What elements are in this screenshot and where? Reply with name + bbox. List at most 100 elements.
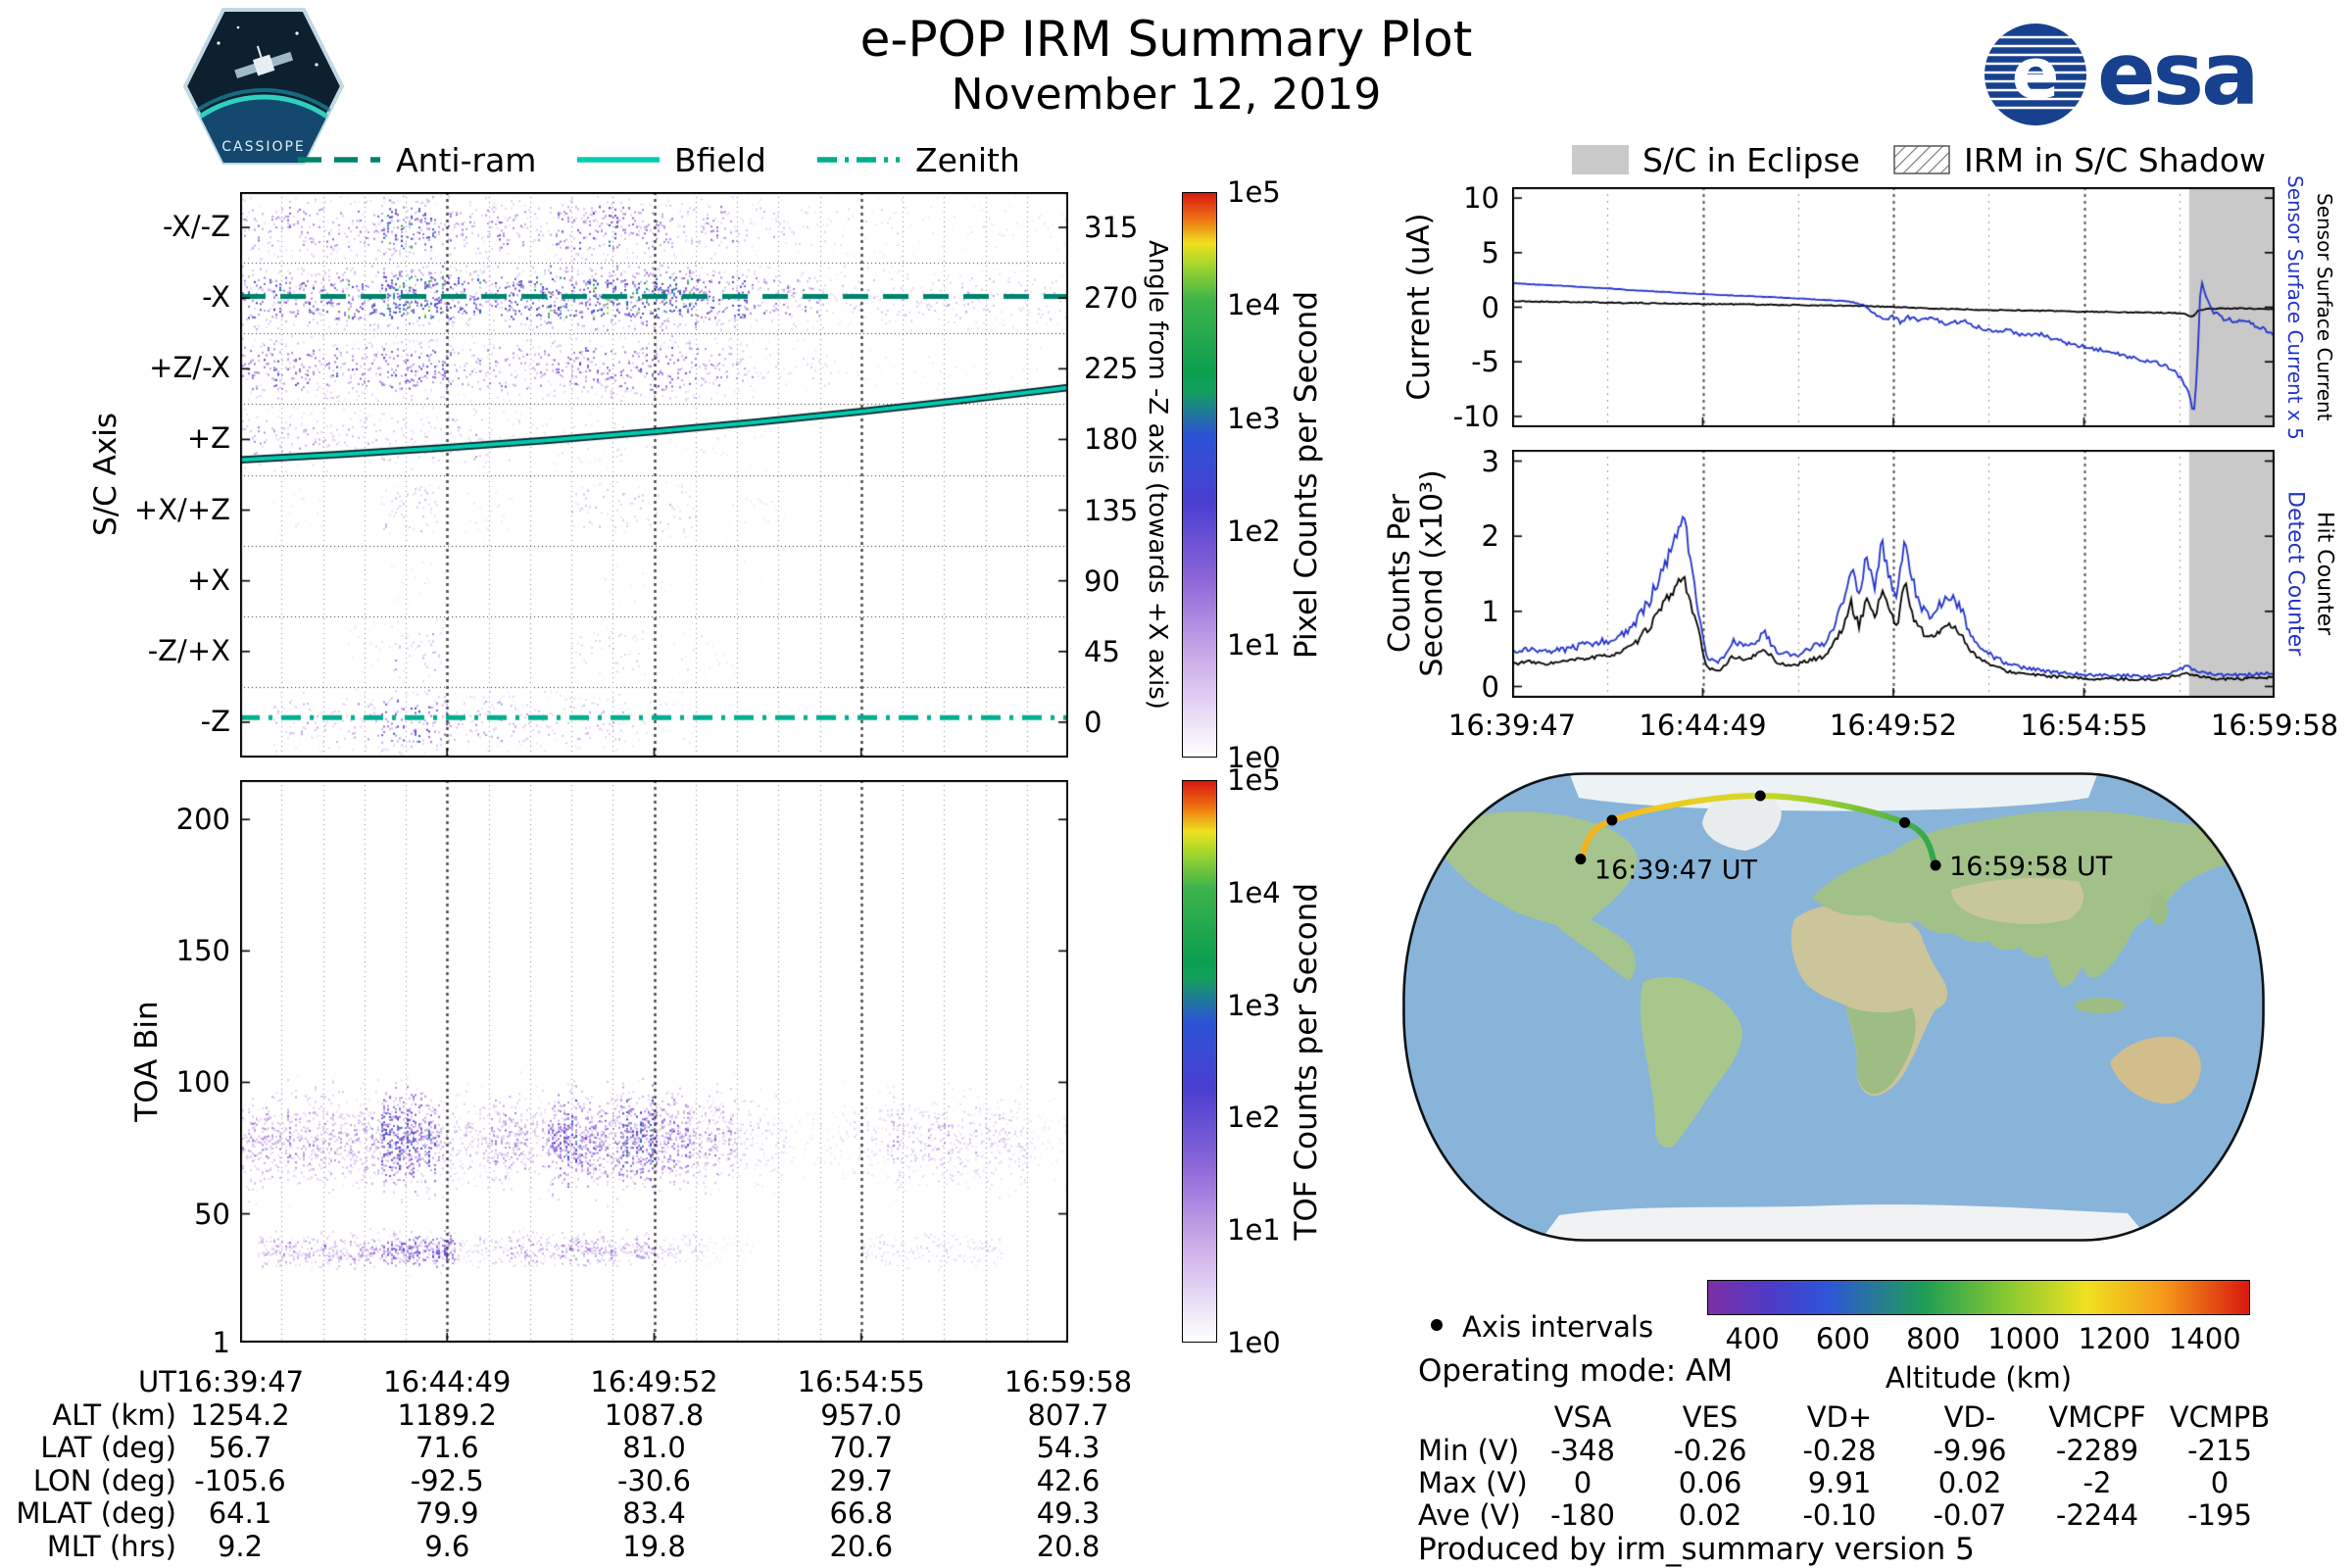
pixel-colorbar-tick-label: 1e2 [1227, 514, 1281, 549]
table-cell: 56.7 [208, 1431, 272, 1464]
table-row-label: LAT (deg) [40, 1431, 176, 1464]
counts-ytick-label: 2 [1481, 519, 1499, 554]
sc-axis-row-label: +Z [186, 421, 230, 456]
page-subtitle: November 12, 2019 [951, 70, 1382, 120]
voltage-cell: -0.10 [1802, 1498, 1877, 1532]
voltage-cell: -2244 [2055, 1498, 2139, 1532]
zenith-legend-label: Zenith [915, 141, 1020, 179]
operating-mode-text: Operating mode: AM [1418, 1353, 1734, 1389]
tof-counts-colorbar-label: TOF Counts per Second [1289, 882, 1324, 1241]
sc-axis-row-label: -X/-Z [163, 210, 230, 244]
tof-colorbar-tick-label: 1e1 [1227, 1213, 1281, 1248]
produced-by-text: Produced by irm_summary version 5 [1418, 1532, 1975, 1567]
pixel-colorbar-tick-label: 1e4 [1227, 288, 1281, 322]
table-cell: 71.6 [415, 1431, 479, 1464]
cassiope-label: CASSIOPE [221, 139, 306, 155]
axis-interval-dot [1930, 859, 1941, 871]
tof-counts-colorbar [1182, 780, 1217, 1343]
table-cell: 20.6 [829, 1529, 894, 1563]
toa-ytick-label: 1 [212, 1326, 230, 1359]
tof-colorbar-tick-label: 1e4 [1227, 875, 1281, 909]
table-cell: 957.0 [820, 1397, 903, 1432]
map-japan [2150, 894, 2168, 925]
voltage-col-header: VD- [1943, 1400, 1996, 1434]
track-end-label: 16:59:58 UT [1949, 852, 2113, 882]
sc-axis-row-label: -Z/+X [147, 633, 230, 667]
table-cell: 1087.8 [604, 1397, 705, 1432]
axis-interval-dot [1606, 814, 1618, 826]
irm-shadow-legend-label: IRM in S/C Shadow [1964, 141, 2267, 179]
irm-shadow-legend-swatch [1893, 145, 1950, 174]
esa-wordmark: esa [2097, 24, 2254, 124]
voltage-cell: 0 [1573, 1466, 1592, 1499]
voltage-cell: 0.02 [1937, 1466, 2002, 1499]
anti-ram-legend-sample [298, 157, 380, 163]
voltage-cell: -348 [1550, 1434, 1615, 1467]
axis-interval-dot [1575, 854, 1587, 865]
table-cell: 66.8 [829, 1496, 894, 1530]
table-cell: 1189.2 [397, 1397, 497, 1432]
voltage-cell: -195 [2187, 1498, 2252, 1532]
map-border [1402, 772, 2265, 1242]
sc-axis-spectrogram-canvas [240, 192, 1068, 758]
voltage-col-header: VCMPB [2169, 1400, 2271, 1434]
angle-tick-label: 315 [1084, 211, 1139, 245]
voltage-row-label: Ave (V) [1418, 1498, 1521, 1532]
axis-intervals-dot-icon [1431, 1319, 1443, 1331]
table-cell: 79.9 [415, 1496, 479, 1530]
counts-ylabel: Counts Per Second (x10³) [1383, 469, 1449, 677]
time-xtick-label: 16:49:52 [1829, 709, 1958, 742]
table-cell: 83.4 [622, 1496, 686, 1530]
map-antarctica [1540, 1204, 2151, 1242]
map-central-asia-desert [1951, 877, 2083, 924]
counts-ytick-label: 1 [1481, 594, 1499, 628]
altitude-tick-label: 600 [1815, 1322, 1871, 1355]
voltage-row-label: Min (V) [1418, 1434, 1520, 1467]
eclipse-legend-swatch [1572, 145, 1629, 174]
table-cell: 16:44:49 [383, 1365, 512, 1398]
bfield-legend-sample [577, 157, 660, 163]
page-title: e-POP IRM Summary Plot [859, 11, 1473, 68]
angle-tick-label: 135 [1084, 493, 1139, 527]
table-cell: -92.5 [410, 1463, 484, 1497]
pixel-colorbar-tick-label: 1e0 [1227, 741, 1281, 774]
voltage-cell: -9.96 [1933, 1434, 2007, 1467]
sensor-current-chart-canvas [1512, 187, 2275, 427]
angle-tick-label: 180 [1084, 422, 1139, 457]
sc-axis-row-label: +X [186, 563, 230, 597]
altitude-tick-label: 1400 [2168, 1322, 2241, 1355]
voltage-col-header: VD+ [1806, 1400, 1873, 1434]
current-ytick-label: -10 [1452, 399, 1499, 433]
tof-colorbar-tick-label: 1e5 [1227, 763, 1281, 797]
time-xtick-label: 16:44:49 [1639, 709, 1767, 742]
altitude-colorbar [1707, 1280, 2250, 1315]
altitude-tick-label: 1200 [2078, 1322, 2151, 1355]
sc-axis-row-label: +X/+Z [133, 492, 230, 526]
angle-tick-label: 225 [1084, 352, 1139, 386]
voltage-col-header: VMCPF [2048, 1400, 2146, 1434]
voltage-cell: 9.91 [1807, 1466, 1872, 1499]
table-cell: 16:59:58 [1004, 1365, 1133, 1398]
angle-tick-label: 270 [1084, 281, 1139, 316]
world-map: 16:39:47 UT 16:59:58 UT [1402, 772, 2265, 1242]
time-xtick-label: 16:54:55 [2020, 709, 2148, 742]
map-greenland [1702, 791, 1782, 851]
pixel-counts-colorbar [1182, 192, 1217, 758]
angle-tick-label: 90 [1084, 564, 1120, 598]
table-cell: 16:54:55 [797, 1365, 925, 1398]
map-africa-south [1845, 1005, 1916, 1095]
current-ytick-label: 5 [1481, 235, 1499, 270]
voltage-cell: 0 [2210, 1466, 2230, 1499]
voltage-cell: -2289 [2055, 1434, 2139, 1467]
counts-ytick-label: 3 [1481, 444, 1499, 478]
tof-colorbar-tick-label: 1e0 [1227, 1326, 1281, 1359]
sc-axis-row-label: -X [202, 280, 230, 315]
current-ytick-label: 0 [1481, 290, 1499, 324]
pixel-colorbar-tick-label: 1e5 [1227, 175, 1281, 209]
counts-ytick-label: 0 [1481, 669, 1499, 704]
table-cell: 16:39:47 [175, 1365, 305, 1398]
table-cell: 9.2 [217, 1529, 264, 1563]
sensor-current-label: Sensor Surface Current [2313, 193, 2336, 421]
table-cell: 9.6 [424, 1529, 470, 1563]
